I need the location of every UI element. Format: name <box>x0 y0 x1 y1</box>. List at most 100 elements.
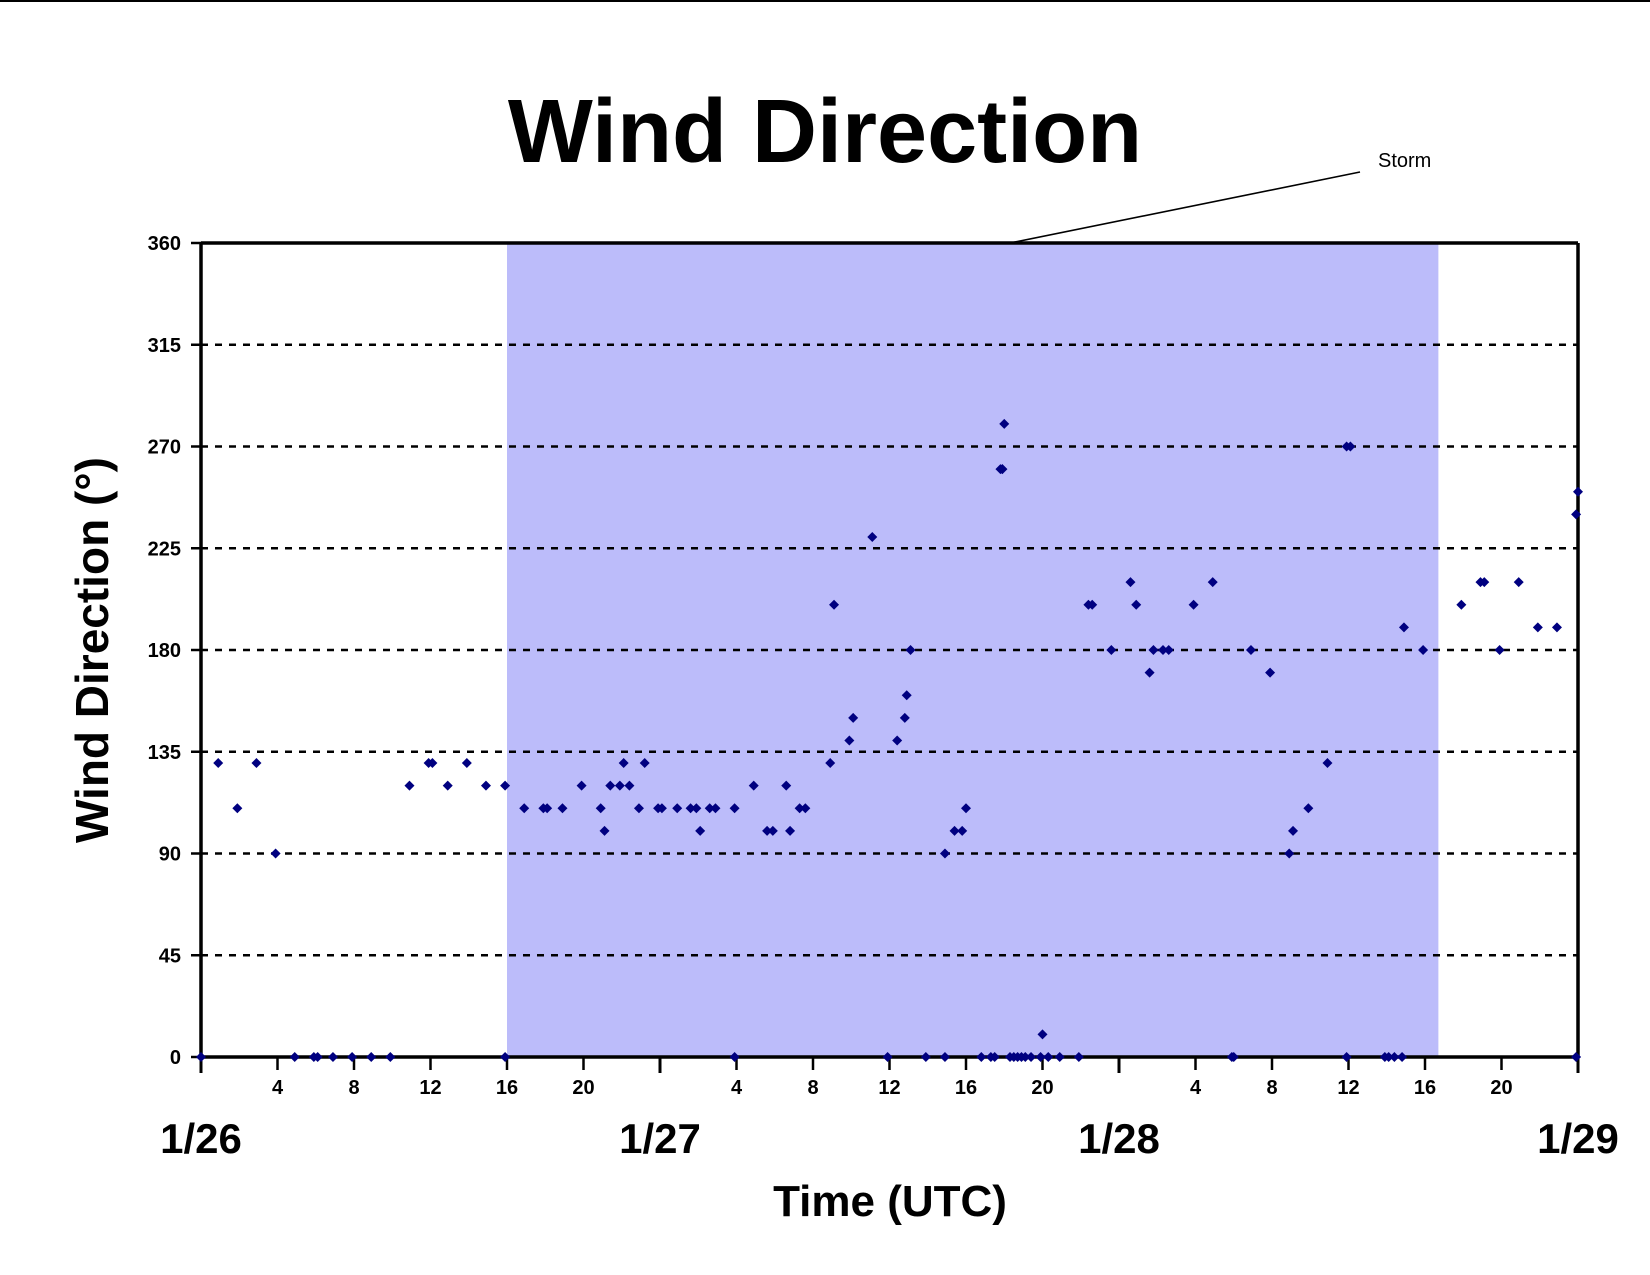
data-point <box>905 645 916 655</box>
data-point <box>605 780 616 791</box>
data-point <box>729 1052 740 1062</box>
data-point <box>999 418 1010 429</box>
axes-layer: 0 45 90 135 180 225 270 315 360 4 8 12 16 20 4 8 12 16 20 4… <box>148 233 1619 1162</box>
data-point <box>633 803 644 814</box>
x-tick-label: 12 <box>419 1077 441 1099</box>
data-point <box>461 758 472 769</box>
data-point <box>1551 622 1562 633</box>
data-point <box>500 780 511 791</box>
data-point <box>519 803 530 814</box>
data-point <box>899 712 910 723</box>
data-point <box>1043 1052 1054 1062</box>
y-tick-label: 360 <box>148 233 181 255</box>
x-tick-label: 16 <box>955 1077 977 1099</box>
data-point <box>825 758 836 769</box>
data-point <box>1144 667 1155 678</box>
x-tick-label: 12 <box>878 1077 900 1099</box>
data-point <box>781 780 792 791</box>
data-point <box>1418 645 1429 655</box>
x-tick-label: 20 <box>572 1077 594 1099</box>
data-point <box>729 803 740 814</box>
data-point <box>882 1052 893 1062</box>
data-point <box>1207 577 1218 588</box>
x-tick-label: 12 <box>1337 1077 1359 1099</box>
data-point <box>704 803 715 814</box>
data-point <box>614 780 625 791</box>
data-point <box>848 712 859 723</box>
data-point <box>1571 509 1582 520</box>
data-point <box>939 1052 950 1062</box>
data-point <box>624 780 635 791</box>
data-point <box>1131 599 1142 610</box>
data-point <box>949 825 960 836</box>
data-point <box>961 803 971 814</box>
data-point <box>1284 848 1295 859</box>
data-point <box>270 848 281 859</box>
data-point <box>1494 645 1505 655</box>
data-point <box>557 803 568 814</box>
data-point <box>639 758 650 769</box>
top-border-line <box>0 0 1650 2</box>
data-point <box>599 825 610 836</box>
data-point <box>656 803 667 814</box>
data-point <box>1073 1052 1084 1062</box>
data-point <box>442 780 453 791</box>
data-point <box>748 780 759 791</box>
data-point <box>762 825 773 836</box>
data-point <box>1532 622 1543 633</box>
x-date-label: 1/26 <box>160 1115 242 1162</box>
data-point <box>691 803 702 814</box>
y-tick-label: 45 <box>159 945 181 967</box>
data-point <box>1106 645 1117 655</box>
data-point <box>1389 1052 1400 1062</box>
x-tick-label: 8 <box>807 1077 818 1099</box>
data-point <box>366 1052 377 1062</box>
x-tick-label: 16 <box>496 1077 518 1099</box>
y-tick-label: 315 <box>148 335 181 357</box>
x-tick-label: 8 <box>348 1077 359 1099</box>
data-point <box>976 1052 987 1062</box>
data-point <box>939 848 950 859</box>
data-point <box>1054 1052 1065 1062</box>
data-point <box>232 803 243 814</box>
data-point <box>1188 599 1199 610</box>
data-point <box>767 825 778 836</box>
data-point <box>312 1052 323 1062</box>
data-point <box>957 825 968 836</box>
storm-annotation-line <box>1009 171 1361 244</box>
x-tick-label: 4 <box>1190 1077 1202 1099</box>
data-point <box>901 690 912 701</box>
data-point <box>685 803 696 814</box>
y-tick-label: 0 <box>170 1047 181 1069</box>
y-axis-label: Wind Direction (°) <box>66 457 118 843</box>
data-point <box>1573 486 1583 497</box>
data-point <box>385 1052 396 1062</box>
data-point <box>213 758 224 769</box>
data-point <box>1148 645 1159 655</box>
data-point <box>251 758 262 769</box>
x-tick-label: 16 <box>1414 1077 1436 1099</box>
data-point <box>695 825 706 836</box>
data-point <box>1571 1052 1582 1062</box>
data-point <box>500 1052 511 1062</box>
chart-title: Wind Direction <box>508 82 1142 182</box>
data-point <box>844 735 855 746</box>
data-point <box>672 803 683 814</box>
data-point <box>1035 1052 1046 1062</box>
data-point <box>794 803 805 814</box>
data-point <box>1265 667 1276 678</box>
data-point <box>1479 577 1490 588</box>
storm-layer <box>507 171 1439 1057</box>
data-point <box>1303 803 1314 814</box>
x-tick-label: 20 <box>1031 1077 1053 1099</box>
data-point <box>1383 1052 1394 1062</box>
data-point <box>1020 1052 1031 1062</box>
data-point <box>800 803 811 814</box>
data-point <box>892 735 903 746</box>
x-tick-label: 8 <box>1266 1077 1277 1099</box>
grid-layer <box>201 343 1578 957</box>
data-point <box>1456 599 1467 610</box>
data-point <box>1157 645 1168 655</box>
data-point <box>1163 645 1174 655</box>
